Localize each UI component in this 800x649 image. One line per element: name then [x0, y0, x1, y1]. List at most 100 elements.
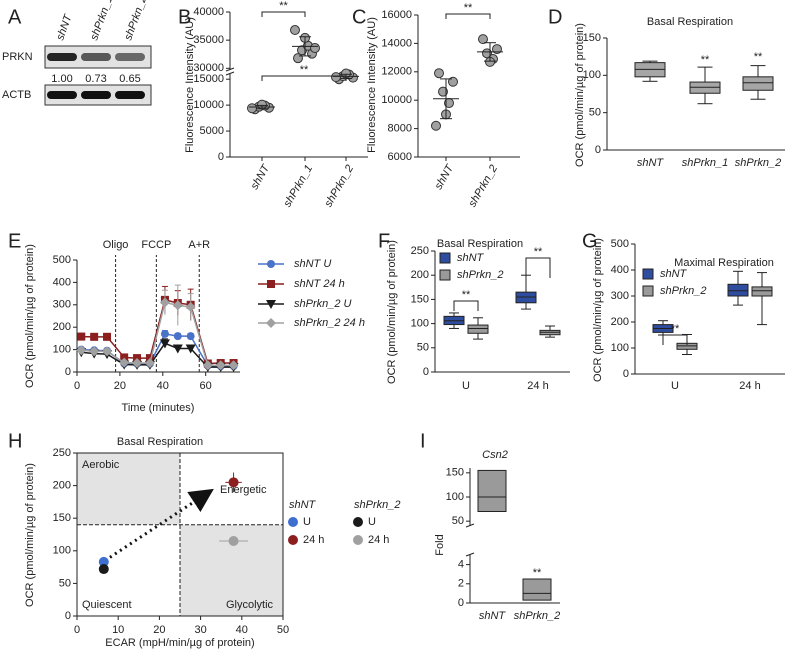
category-label: 24 h — [527, 380, 548, 392]
band — [115, 53, 145, 61]
axis-break — [465, 523, 475, 528]
lane-label: shNT — [54, 12, 75, 42]
marker — [132, 358, 143, 369]
legend-label: shPrkn_2 U — [294, 298, 352, 310]
trend-arrow — [109, 488, 214, 559]
axis-break — [225, 67, 235, 72]
band — [47, 53, 77, 61]
marker — [173, 332, 182, 341]
marker — [120, 353, 129, 362]
point — [492, 44, 502, 55]
quadrant-label: Quiescent — [82, 599, 132, 611]
legend-label: shNT — [457, 252, 485, 264]
legend-label: shNT 24 h — [294, 278, 345, 290]
y-tick-label: 15000 — [193, 73, 224, 85]
category-label: shNT — [249, 162, 273, 192]
y-tick-label: 150 — [411, 293, 429, 305]
x-tick-label: 50 — [277, 624, 289, 636]
y-tick-label: 0 — [65, 610, 71, 622]
y-tick-label: 100 — [611, 342, 629, 354]
y-tick-label: 250 — [411, 245, 429, 257]
legend-marker — [288, 535, 298, 545]
y-tick-label: 200 — [411, 269, 429, 281]
y-tick-label: 150 — [446, 467, 464, 479]
axis-break — [465, 552, 475, 557]
chart-title: Basal Respiration — [437, 238, 523, 250]
legend-marker — [266, 300, 276, 309]
y-tick-label: 8000 — [388, 123, 412, 135]
point — [482, 48, 492, 59]
chart-title: Basal Respiration — [647, 16, 733, 28]
y-tick-label: 0 — [595, 144, 601, 156]
significance-label: ** — [279, 0, 288, 12]
point — [448, 76, 458, 87]
significance-label: ** — [300, 64, 309, 76]
y-tick-label: 100 — [411, 318, 429, 330]
point — [290, 25, 300, 36]
y-tick-label: 300 — [611, 290, 629, 302]
category-label: shPrkn_1 — [682, 157, 728, 169]
y-tick-label: 400 — [53, 276, 71, 288]
significance-label: ** — [754, 51, 763, 63]
x-tick-label: 40 — [236, 624, 248, 636]
x-tick-label: 60 — [200, 380, 212, 392]
y-tick-label: 50 — [452, 515, 464, 527]
y-tick-label: 0 — [218, 151, 224, 163]
y-tick-label: 10000 — [381, 94, 412, 106]
marker — [186, 332, 195, 341]
x-tick-label: 20 — [114, 380, 126, 392]
box — [742, 76, 774, 91]
legend-group-label: shNT — [289, 499, 317, 511]
significance-label: ** — [671, 323, 680, 335]
point — [98, 556, 109, 567]
legend-marker — [267, 260, 275, 268]
category-label: shPrkn_1 — [281, 163, 315, 209]
y-axis-label: OCR (pmol/min/µg of protein) — [24, 244, 36, 388]
value-label: 0.73 — [85, 73, 106, 85]
legend-marker — [288, 517, 298, 527]
y-tick-label: 50 — [589, 107, 601, 119]
legend-label: U — [303, 516, 311, 528]
y-tick-label: 4 — [458, 559, 464, 571]
legend-marker — [267, 280, 275, 288]
panel-label: G — [582, 230, 598, 252]
y-tick-label: 35000 — [193, 34, 224, 46]
y-axis-label: OCR (pmol/min/µg of protein) — [24, 463, 36, 607]
y-tick-label: 0 — [458, 597, 464, 609]
x-tick-label: 40 — [157, 380, 169, 392]
point — [434, 68, 444, 79]
quadrant-label: Glycolytic — [226, 599, 274, 611]
significance-bracket — [261, 11, 306, 17]
loading-band — [81, 91, 111, 99]
category-label: shPrkn_2 — [466, 163, 500, 209]
x-tick-label: 0 — [74, 380, 80, 392]
marker — [172, 344, 183, 354]
significance-bracket — [445, 13, 491, 19]
legend-label: 24 h — [303, 534, 324, 546]
significance-bracket — [525, 257, 551, 278]
y-tick-label: 50 — [59, 577, 71, 589]
marker — [159, 297, 170, 308]
category-label: shNT — [433, 162, 457, 192]
row-label: ACTB — [2, 89, 31, 101]
significance-bracket — [261, 75, 347, 81]
y-tick-label: 100 — [53, 545, 71, 557]
marker — [90, 332, 99, 341]
y-tick-label: 100 — [446, 491, 464, 503]
significance-label: ** — [701, 54, 710, 66]
legend-swatch — [642, 268, 654, 280]
panel-label: H — [8, 430, 22, 452]
marker — [103, 332, 112, 341]
marker — [172, 300, 183, 311]
marker — [119, 357, 130, 368]
y-tick-label: 200 — [53, 321, 71, 333]
chart-title: Maximal Respiration — [674, 257, 774, 269]
marker — [202, 360, 213, 371]
x-axis-label: ECAR (mpH/min/µg of protein) — [105, 637, 254, 649]
x-tick-label: 30 — [194, 624, 206, 636]
legend-label: shPrkn_2 — [457, 269, 503, 281]
range-box — [477, 469, 507, 512]
y-axis-label: Fluorescence Intensity (AU) — [366, 17, 378, 153]
y-tick-label: 500 — [53, 254, 71, 266]
point — [478, 34, 488, 45]
